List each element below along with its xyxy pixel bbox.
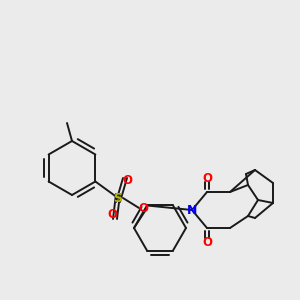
Text: O: O — [202, 236, 212, 248]
Text: N: N — [187, 203, 197, 217]
Text: S: S — [113, 191, 122, 205]
Text: O: O — [138, 202, 148, 214]
Text: O: O — [122, 175, 132, 188]
Text: O: O — [202, 172, 212, 184]
Text: O: O — [107, 208, 117, 221]
